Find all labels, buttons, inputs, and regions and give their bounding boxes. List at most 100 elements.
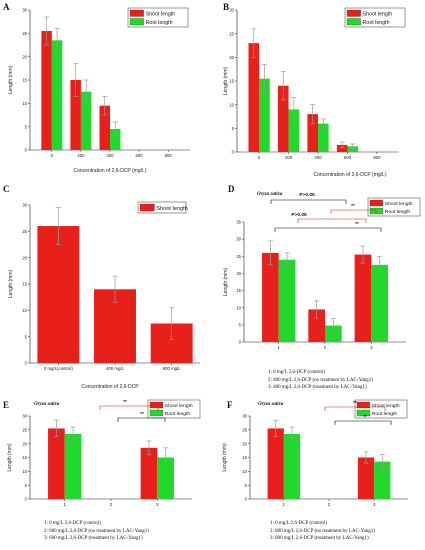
legend-swatch: [369, 207, 383, 215]
x-tick-label: 400 mg/L: [106, 366, 125, 371]
bar-shoot: [37, 226, 80, 363]
chart-f: 0 5 10 15 20 25 30 Length (mm) 1 2 3 Shoot length Ro…: [222, 399, 408, 507]
legend-swatch: [139, 203, 155, 212]
y-tick-label: 10: [22, 101, 27, 106]
x-tick-label: 600: [344, 155, 352, 160]
y-tick-label: 25: [22, 31, 27, 36]
bar-root: [278, 259, 296, 342]
y-tick-label: 35: [236, 220, 241, 225]
y-tick-label: 5: [245, 483, 248, 488]
panel-label-b: B: [223, 2, 230, 12]
y-axis-label: Length (mm): [7, 443, 13, 472]
significance-bracket: [297, 218, 367, 223]
note-line: 1: 0 mg/L 2,6-DCP (control): [270, 521, 327, 526]
x-tick-label: 3: [156, 502, 159, 507]
y-tick-label: 0: [25, 361, 28, 366]
x-tick-label: 2: [328, 502, 331, 507]
bar-root: [347, 146, 359, 152]
legend-swatch: [149, 401, 163, 409]
x-tick-label: 3: [370, 345, 373, 350]
significance-bracket: [330, 209, 377, 214]
y-tick-label: 10: [242, 469, 247, 474]
chart-panel-b: 0 5 10 15 20 25 30 Length (mm) 0 200 400 600 800 Conc…: [215, 0, 425, 180]
x-tick-label: 0: [51, 153, 54, 158]
bar-shoot: [277, 85, 289, 152]
y-axis-label: Length (mm): [8, 269, 14, 298]
y-tick-label: 30: [242, 414, 247, 419]
bar-root: [283, 433, 301, 499]
note-line: 3: 600 mg/L 2,6-DCP (treatment by LAC-Ya…: [44, 536, 143, 541]
x-tick-label: 800 mg/L: [163, 366, 182, 371]
y-tick-label: 5: [239, 322, 242, 327]
bar-shoot: [248, 43, 260, 153]
significance-bracket: [117, 417, 166, 422]
y-tick-label: 20: [22, 441, 27, 446]
notes-d: 1: 0 mg/L 2,6-DCP (control) 2: 400 mg/L …: [268, 369, 373, 392]
legend-swatch: [356, 409, 370, 417]
x-tick-label: 200: [285, 155, 293, 160]
chart-d: 0 5 10 15 20 25 30 35 Length (mm) 1 2 3 Shoot length…: [223, 192, 421, 350]
y-tick-label: 30: [229, 8, 234, 13]
bar-shoot: [336, 144, 348, 152]
chart-panel-f: 0 5 10 15 20 25 30 Length (mm) 1 2 3 Shoot length Ro…: [215, 398, 425, 550]
legend-label: Shoot length: [372, 403, 400, 409]
bar-root: [64, 433, 82, 499]
chart-panel-d: 0 5 10 15 20 25 30 35 Length (mm) 1 2 3 Shoot length…: [215, 182, 425, 394]
x-axis-label: Concentration of 2,6-DCP: [81, 384, 139, 390]
note-line: 2: 600 mg/L 2,6-DCP (no treatment by LAC…: [44, 528, 149, 534]
legend-swatch: [346, 9, 361, 17]
bar-root: [80, 91, 92, 150]
y-tick-label: 10: [22, 308, 27, 313]
significance-label: **: [363, 414, 367, 420]
y-tick-label: 25: [229, 31, 234, 36]
y-tick-label: 15: [22, 78, 27, 83]
legend-label: Shoot length: [146, 12, 176, 18]
legend-swatch: [129, 9, 144, 17]
y-tick-label: 20: [242, 441, 247, 446]
x-tick-label: 600: [136, 153, 144, 158]
note-line: 3: 400 mg/L 2,6-DCP (treatment by LAC-Ya…: [268, 385, 367, 390]
legend-label: Shoot length: [385, 201, 413, 207]
y-tick-label: 0: [245, 497, 248, 502]
bar-root: [157, 457, 174, 499]
y-tick-label: 30: [22, 414, 27, 419]
y-tick-label: 20: [236, 271, 241, 276]
bar-root: [110, 129, 121, 150]
y-tick-label: 30: [236, 237, 241, 242]
species-title-f: Oryza sativa: [258, 402, 284, 407]
y-tick-label: 10: [229, 102, 234, 107]
y-tick-label: 5: [25, 483, 28, 488]
legend-label: Root length: [372, 411, 398, 417]
significance-bracket: [274, 227, 382, 232]
bar-root: [259, 78, 270, 152]
bar-shoot: [70, 80, 81, 150]
significance-bracket: [270, 199, 347, 204]
note-line: 1: 0 mg/L 2,6-DCP (control): [44, 521, 101, 526]
y-axis-label: Length (mm): [223, 66, 229, 95]
x-tick-label: 2: [324, 345, 327, 350]
significance-bracket: [334, 420, 392, 425]
bar-shoot: [140, 447, 158, 499]
legend-label: Root length: [165, 411, 191, 417]
legend-swatch: [346, 18, 361, 26]
note-line: 3: 800 mg/L 2,6-DCP (treatment by LAC-Ya…: [270, 536, 369, 541]
notes-f: 1: 0 mg/L 2,6-DCP (control) 2: 800 mg/L …: [270, 520, 375, 543]
significance-label: P>0.05: [299, 192, 315, 198]
chart-e: 0 5 10 15 20 25 30 Length (mm) 1 2 3 Shoot length Ro…: [7, 399, 201, 507]
y-tick-label: 15: [229, 79, 234, 84]
y-axis-label: Length (mm): [222, 443, 228, 472]
note-line: 2: 800 mg/L 2,6-DCP (no treatment by LAC…: [270, 528, 375, 534]
x-tick-label: 1: [278, 345, 281, 350]
significance-label: **: [140, 411, 144, 417]
y-axis-label: Length (mm): [223, 267, 229, 296]
legend-label: Shoot length: [363, 12, 393, 18]
y-tick-label: 5: [25, 334, 28, 339]
note-line: 1: 0 mg/L 2,6-DCP (control): [268, 370, 325, 375]
y-tick-label: 0: [25, 497, 28, 502]
y-tick-label: 5: [25, 124, 28, 129]
y-tick-label: 15: [236, 288, 241, 293]
y-tick-label: 30: [22, 203, 27, 208]
panel-label-c: C: [3, 184, 10, 194]
legend-label: Shoot length: [156, 206, 187, 212]
x-tick-label: 3: [373, 502, 376, 507]
